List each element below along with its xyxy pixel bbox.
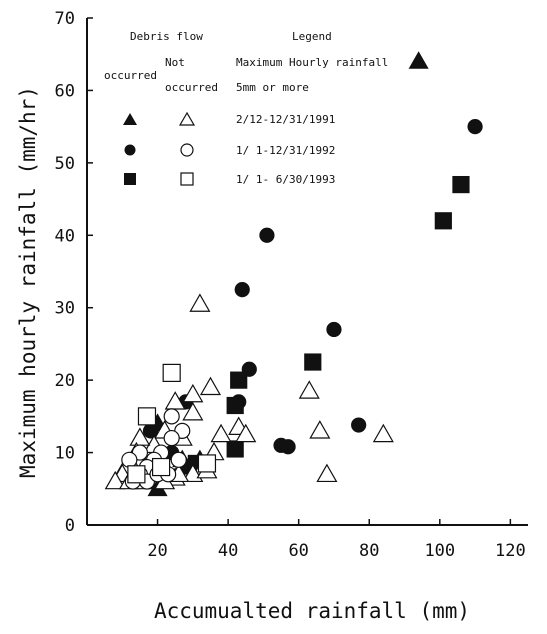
point-circle-filled: [351, 417, 367, 433]
ticks: [87, 17, 512, 526]
point-square-filled: [230, 371, 248, 389]
data-points: [104, 51, 483, 497]
legend-marker-triangle-filled: [123, 113, 137, 125]
point-triangle-open: [372, 423, 394, 443]
axes: [86, 18, 528, 526]
point-square-filled: [434, 212, 452, 230]
y-tick-label: 20: [55, 371, 75, 391]
point-triangle-open: [316, 463, 338, 483]
legend: Debris flow Legend occurred Not occurred…: [104, 30, 388, 186]
x-tick-label: 40: [218, 541, 238, 561]
y-tick-label: 70: [55, 9, 75, 29]
legend-marker-square-open: [180, 172, 194, 186]
y-tick-label: 50: [55, 154, 75, 174]
legend-marker-circle-open: [180, 143, 194, 157]
legend-col-not-occurred-line1: Not: [165, 56, 185, 69]
x-tick-label: 120: [495, 541, 526, 561]
point-triangle-open: [309, 420, 331, 439]
point-circle-filled: [142, 423, 159, 439]
legend-col-occurred: occurred: [104, 69, 157, 82]
point-circle-filled: [467, 119, 483, 135]
point-square-filled: [226, 396, 244, 415]
x-tick-label: 80: [359, 541, 379, 561]
point-triangle-open: [235, 423, 257, 443]
point-square-open: [162, 363, 181, 382]
point-triangle-open: [164, 391, 186, 410]
y-tick-label: 0: [65, 516, 75, 536]
point-circle-filled: [259, 227, 275, 243]
y-tick-label: 30: [55, 299, 75, 319]
point-circle-open: [170, 451, 187, 468]
point-square-open: [137, 407, 157, 426]
legend-row-1992: 1/ 1-12/31/1992: [236, 144, 335, 157]
point-circle-open: [163, 429, 180, 447]
legend-col-max-line2: 5mm or more: [236, 81, 309, 94]
legend-header-group: Debris flow: [130, 30, 203, 43]
point-circle-open: [121, 451, 138, 468]
legend-col-not-occurred-line2: occurred: [165, 81, 218, 94]
legend-marker-circle-filled: [124, 144, 136, 156]
x-tick-label: 100: [424, 541, 455, 561]
point-triangle-open: [189, 293, 211, 312]
point-circle-filled: [234, 282, 250, 298]
legend-row-1993: 1/ 1- 6/30/1993: [236, 173, 335, 186]
legend-header-legend: Legend: [292, 30, 332, 43]
point-square-open: [151, 457, 171, 477]
y-tick-label: 40: [55, 226, 75, 246]
point-square-filled: [226, 440, 244, 458]
point-square-open: [197, 454, 217, 473]
x-tick-label: 20: [147, 541, 167, 561]
legend-row-1991: 2/12-12/31/1991: [236, 113, 335, 126]
point-circle-filled: [326, 321, 342, 338]
y-tick-label: 10: [55, 444, 75, 464]
point-triangle-open: [182, 383, 204, 403]
legend-marker-square-filled: [124, 173, 136, 185]
point-triangle-open: [199, 376, 222, 396]
point-circle-filled: [280, 439, 296, 455]
y-axis-title: Maximum hourly rainfall (mm/hr): [16, 86, 40, 478]
point-triangle-open: [210, 423, 232, 443]
point-square-filled: [452, 175, 470, 194]
point-triangle-open: [104, 470, 126, 490]
point-square-open: [127, 465, 146, 484]
x-axis-title: Accumualted rainfall (mm): [154, 599, 470, 623]
legend-col-max-line1: Maximum Hourly rainfall: [236, 56, 388, 69]
point-circle-open: [163, 408, 180, 425]
point-triangle-open: [298, 380, 320, 399]
legend-marker-triangle-open: [178, 111, 196, 126]
y-tick-label: 60: [55, 81, 75, 101]
point-triangle-open: [182, 402, 204, 421]
point-square-filled: [304, 353, 322, 371]
point-triangle-filled: [408, 51, 429, 69]
tick-labels: 0 10 20 30 40 50 60 70 20 40 60 80 100 120: [55, 9, 526, 561]
x-tick-label: 60: [288, 541, 308, 561]
